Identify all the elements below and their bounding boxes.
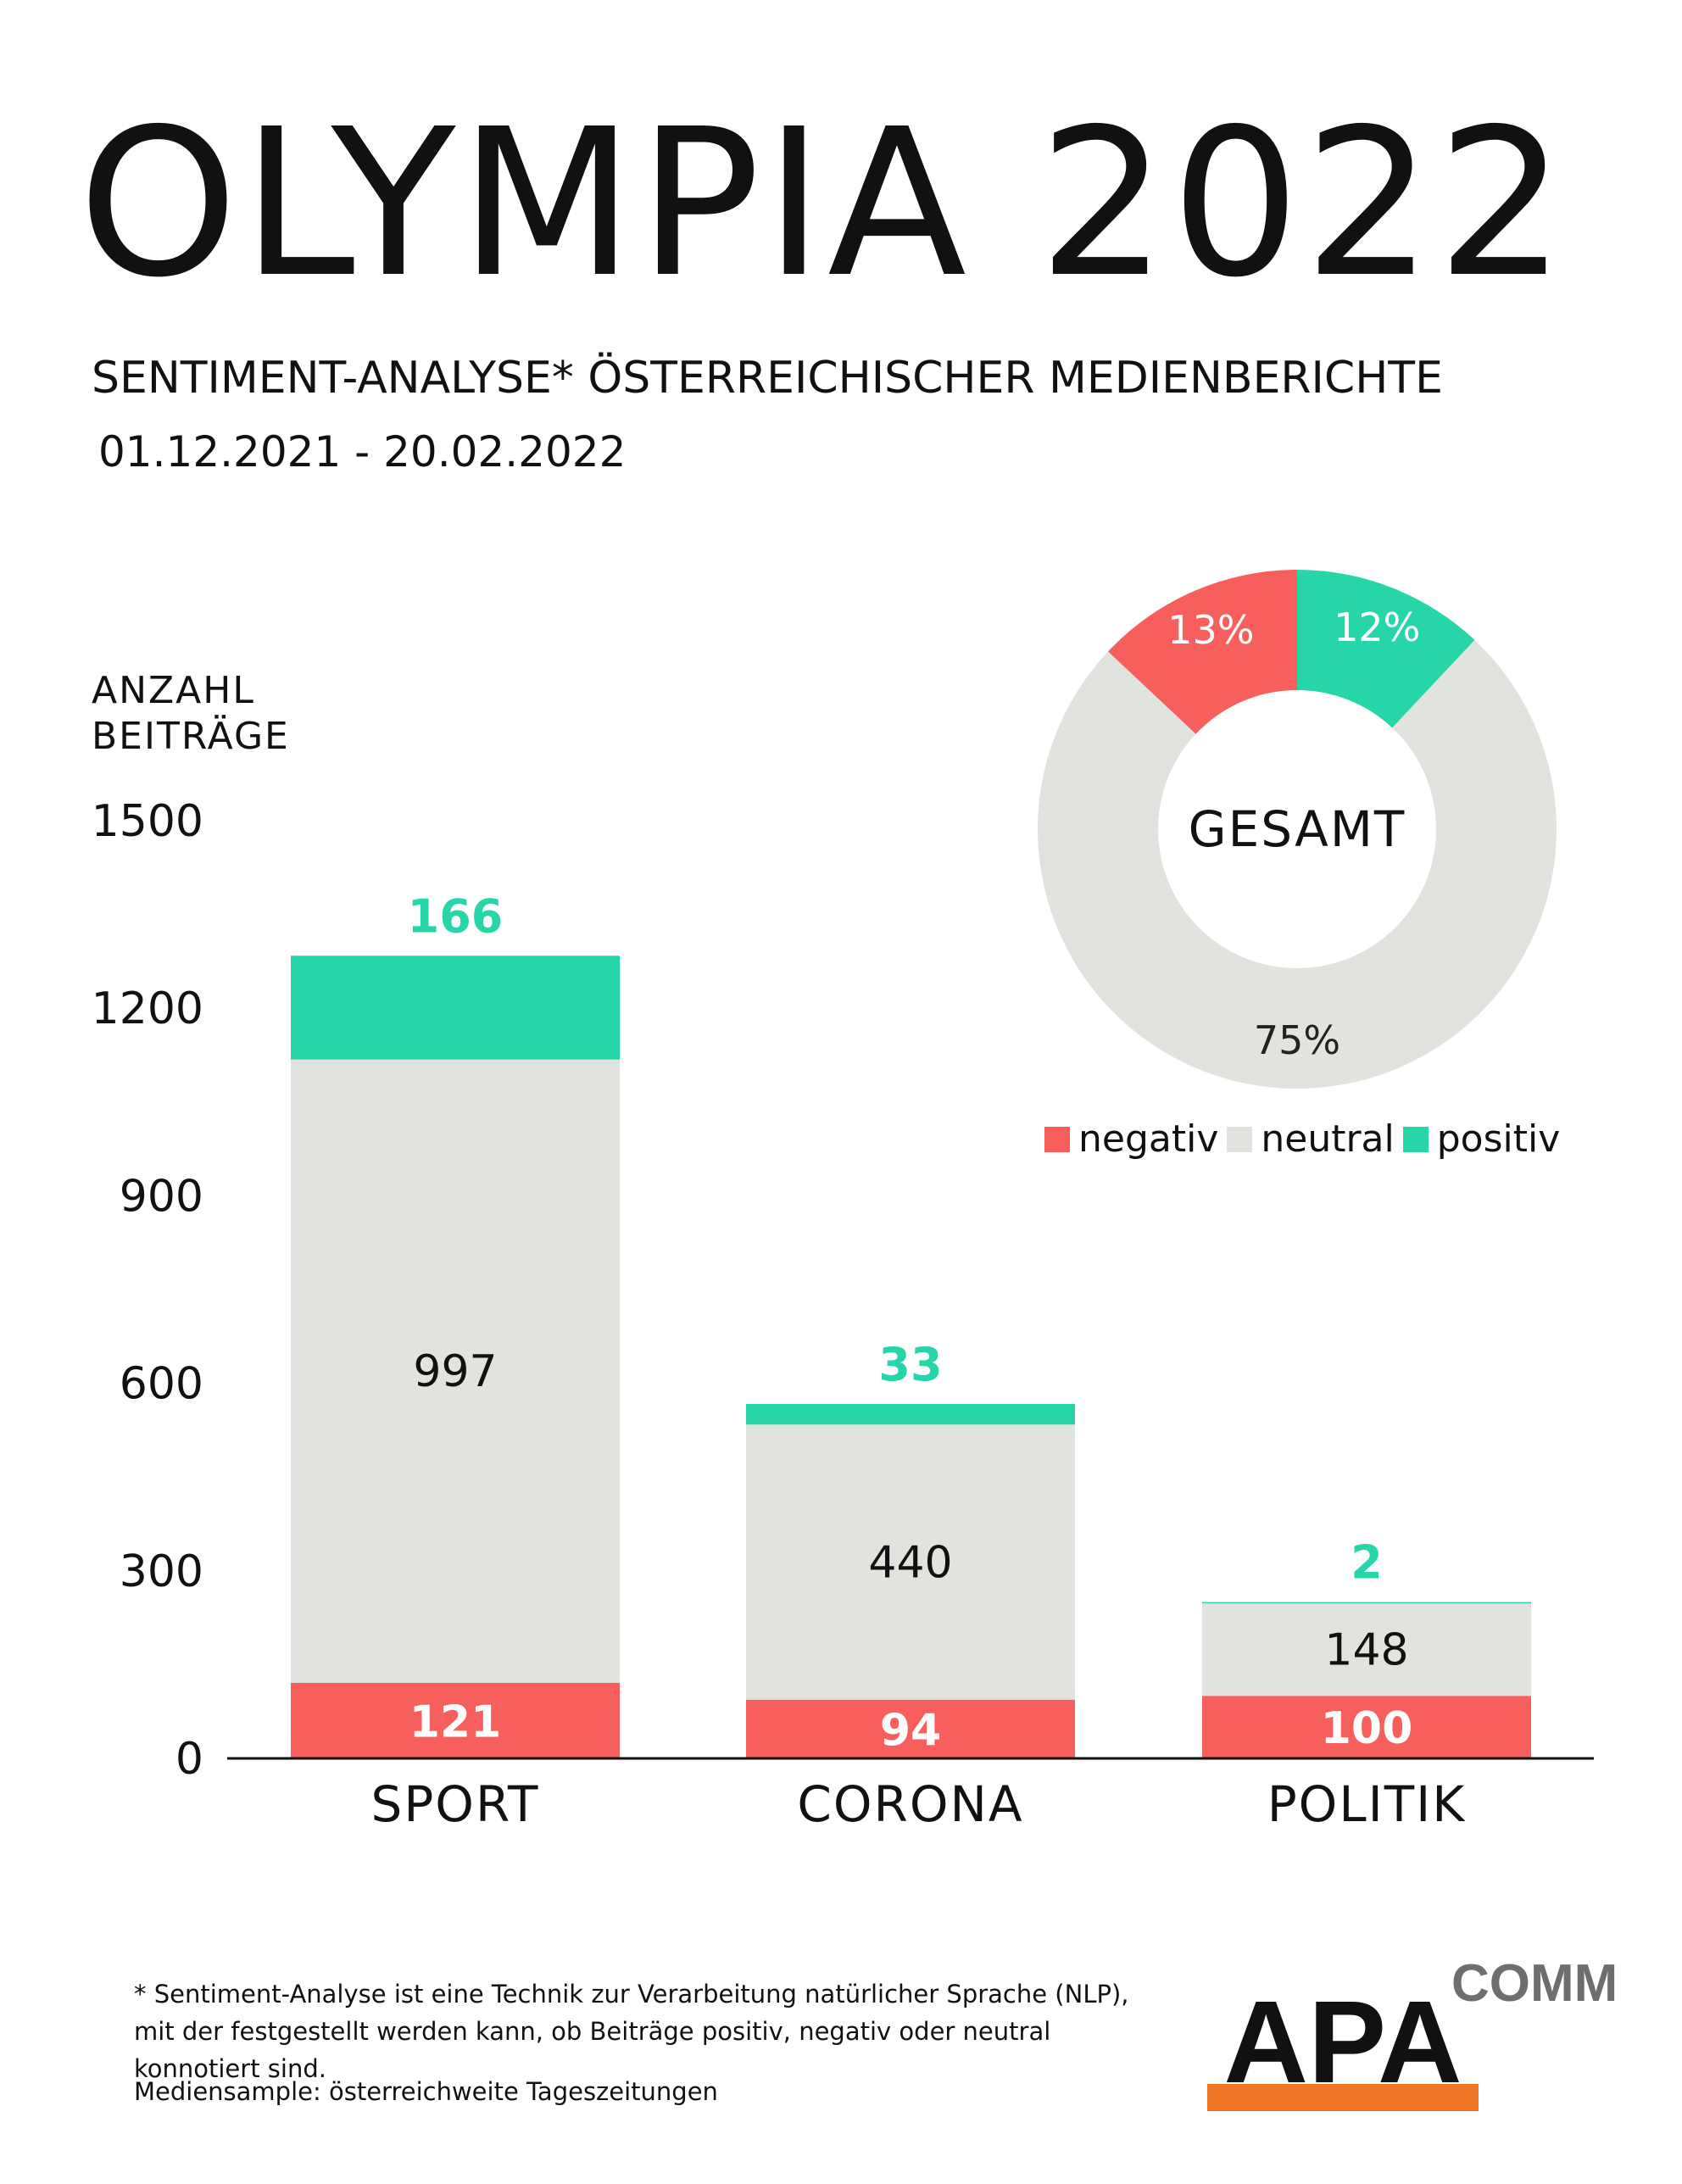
logo-sub-text: COMM [1451, 1954, 1618, 2013]
bar-segment-negativ [291, 1682, 620, 1758]
donut-slice-neutral [1037, 639, 1557, 1089]
legend-swatch [1227, 1126, 1253, 1152]
category-label: POLITIK [1267, 1775, 1467, 1833]
logo-orange-bar [1207, 2084, 1479, 2111]
data-label-neutral: 440 [868, 1537, 952, 1588]
y-tick-label: 600 [120, 1359, 203, 1410]
legend-swatch [1044, 1126, 1070, 1152]
logo-main-text: APA [1223, 1984, 1462, 2108]
legend-label: positiv [1436, 1117, 1561, 1161]
data-label-negativ: 121 [409, 1696, 502, 1747]
bar-segment-positiv [1202, 1602, 1531, 1604]
donut-labels: 13% 12% 75% GESAMT [1167, 604, 1420, 1063]
data-label-positiv: 33 [878, 1338, 942, 1391]
sample-note: Mediensample: österreichweite Tageszeitu… [134, 2077, 718, 2106]
y-tick-label: 300 [120, 1546, 203, 1597]
bar-value-labels: 121 997 166 94 440 33 100 148 2 [408, 889, 1413, 1756]
stacked-bars [291, 956, 1531, 1758]
chart-canvas: 0 300 600 900 1200 1500 121 997 166 94 440 33 100 14… [92, 570, 1594, 1833]
bar-segment-neutral [746, 1424, 1075, 1700]
y-axis-ticks: 0 300 600 900 1200 1500 [92, 796, 203, 1785]
donut-chart [1037, 570, 1557, 1089]
donut-label-negativ: 13% [1167, 607, 1254, 653]
donut-label-positiv: 12% [1334, 604, 1420, 650]
bar-segment-positiv [291, 956, 620, 1060]
y-tick-label: 1500 [92, 796, 203, 847]
category-label: SPORT [371, 1775, 540, 1833]
y-tick-label: 1200 [92, 983, 203, 1034]
footnote: * Sentiment-Analyse ist eine Technik zur… [134, 1980, 1129, 2083]
chart-subtitle: SENTIMENT-ANALYSE* ÖSTERREICHISCHER MEDI… [92, 353, 1443, 404]
donut-center-label: GESAMT [1189, 800, 1406, 858]
legend-swatch [1402, 1126, 1429, 1152]
bar-segment-positiv [746, 1403, 1075, 1425]
data-label-positiv: 2 [1351, 1536, 1383, 1590]
bar-segment-negativ [1202, 1696, 1531, 1758]
legend-item-neutral: neutral [1227, 1117, 1395, 1161]
date-range: 01.12.2021 - 20.02.2022 [98, 427, 627, 476]
legend-item-positiv: positiv [1402, 1117, 1561, 1161]
data-label-neutral: 997 [413, 1346, 497, 1397]
bar-segment-neutral [291, 1059, 620, 1683]
legend-label: neutral [1261, 1117, 1395, 1161]
data-label-neutral: 148 [1324, 1625, 1408, 1676]
y-tick-label: 0 [175, 1734, 203, 1785]
donut-label-neutral: 75% [1254, 1017, 1340, 1063]
bar-segment-negativ [746, 1699, 1075, 1758]
legend-item-negativ: negativ [1044, 1117, 1218, 1161]
y-tick-label: 900 [120, 1171, 203, 1222]
data-label-positiv: 166 [408, 889, 504, 943]
category-label: CORONA [797, 1775, 1023, 1833]
data-label-negativ: 100 [1321, 1703, 1413, 1754]
page-title: OLYMPIA 2022 [78, 85, 1570, 322]
category-labels: SPORT CORONA POLITIK [371, 1775, 1467, 1833]
apa-logo: APA [1207, 1984, 1479, 2111]
legend-label: negativ [1078, 1117, 1219, 1161]
legend: negativ neutral positiv [1044, 1117, 1568, 1161]
donut-slice-positiv [1297, 570, 1475, 728]
bar-segment-neutral [1202, 1603, 1531, 1696]
data-label-negativ: 94 [880, 1705, 941, 1756]
donut-slice-negativ [1107, 570, 1297, 734]
